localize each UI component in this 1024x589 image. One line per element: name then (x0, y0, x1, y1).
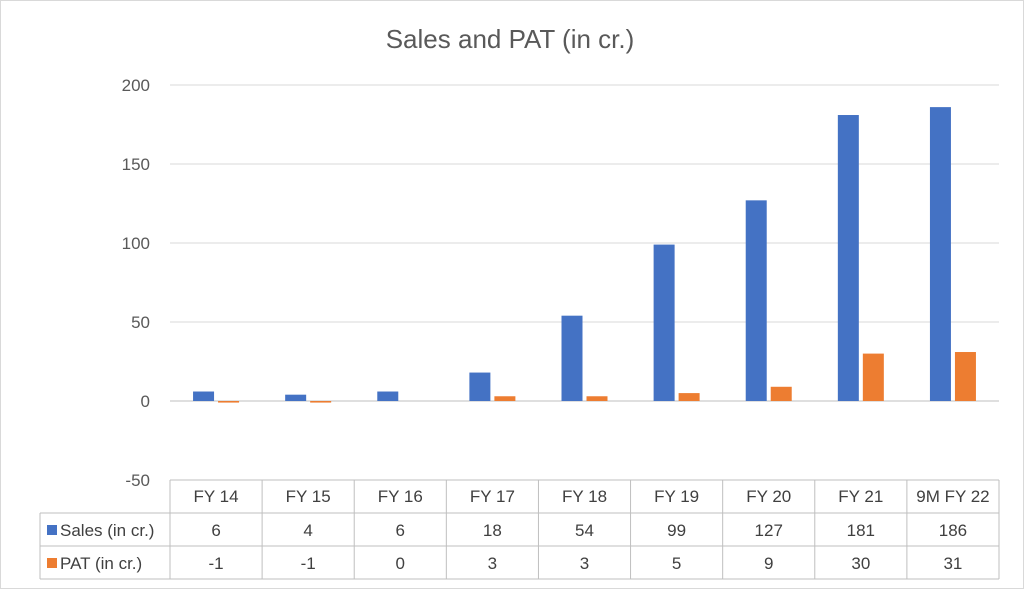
data-value: 3 (488, 554, 497, 573)
series-name: PAT (in cr.) (60, 554, 142, 573)
data-value: 9 (764, 554, 773, 573)
y-tick-label: -50 (125, 471, 150, 490)
data-value: 4 (303, 521, 312, 540)
bar-pat (954, 352, 976, 401)
data-value: -1 (208, 554, 223, 573)
bar-sales (469, 372, 491, 401)
y-tick-label: 200 (122, 76, 150, 95)
data-value: 0 (396, 554, 405, 573)
y-tick-label: 0 (141, 392, 150, 411)
data-value: 127 (755, 521, 783, 540)
data-value: 54 (575, 521, 594, 540)
gridlines (170, 84, 999, 481)
bar-pat (586, 396, 608, 401)
data-value: 5 (672, 554, 681, 573)
bar-pat (770, 386, 792, 401)
bar-sales (929, 107, 951, 402)
data-value: 186 (939, 521, 967, 540)
category-label: FY 16 (378, 487, 423, 506)
bar-pat (494, 396, 516, 401)
chart-title: Sales and PAT (in cr.) (386, 24, 635, 54)
category-label: FY 14 (194, 487, 239, 506)
category-label: FY 18 (562, 487, 607, 506)
data-value: 31 (943, 554, 962, 573)
y-tick-label: 50 (131, 313, 150, 332)
category-label: FY 19 (654, 487, 699, 506)
bar-sales (285, 394, 307, 401)
bar-sales (377, 391, 399, 401)
data-value: 3 (580, 554, 589, 573)
category-label: FY 20 (746, 487, 791, 506)
data-value: 99 (667, 521, 686, 540)
data-value: 181 (847, 521, 875, 540)
y-tick-label: 100 (122, 234, 150, 253)
bars (193, 107, 976, 403)
legend-swatch (47, 525, 57, 535)
bar-pat (310, 401, 332, 403)
bar-pat (678, 393, 700, 401)
data-value: 18 (483, 521, 502, 540)
bar-sales (193, 391, 215, 401)
bar-sales (561, 315, 583, 401)
bar-sales (745, 200, 767, 401)
data-value: -1 (301, 554, 316, 573)
data-value: 30 (851, 554, 870, 573)
data-value: 6 (396, 521, 405, 540)
bar-sales (837, 115, 859, 402)
y-tick-label: 150 (122, 155, 150, 174)
data-table: FY 14 FY 15 FY 16 FY 17 FY 18 FY 19 FY 20 FY 21… (39, 479, 1000, 580)
bar-sales (653, 244, 675, 401)
legend-swatch (47, 558, 57, 568)
y-axis-ticks: -50 0 50 100 150 200 (122, 76, 150, 490)
series-name: Sales (in cr.) (60, 521, 154, 540)
bar-pat (218, 401, 240, 403)
bar-pat (862, 353, 884, 401)
category-label: FY 21 (838, 487, 883, 506)
category-label: FY 15 (286, 487, 331, 506)
category-label: 9M FY 22 (916, 487, 989, 506)
category-label: FY 17 (470, 487, 515, 506)
data-value: 6 (211, 521, 220, 540)
